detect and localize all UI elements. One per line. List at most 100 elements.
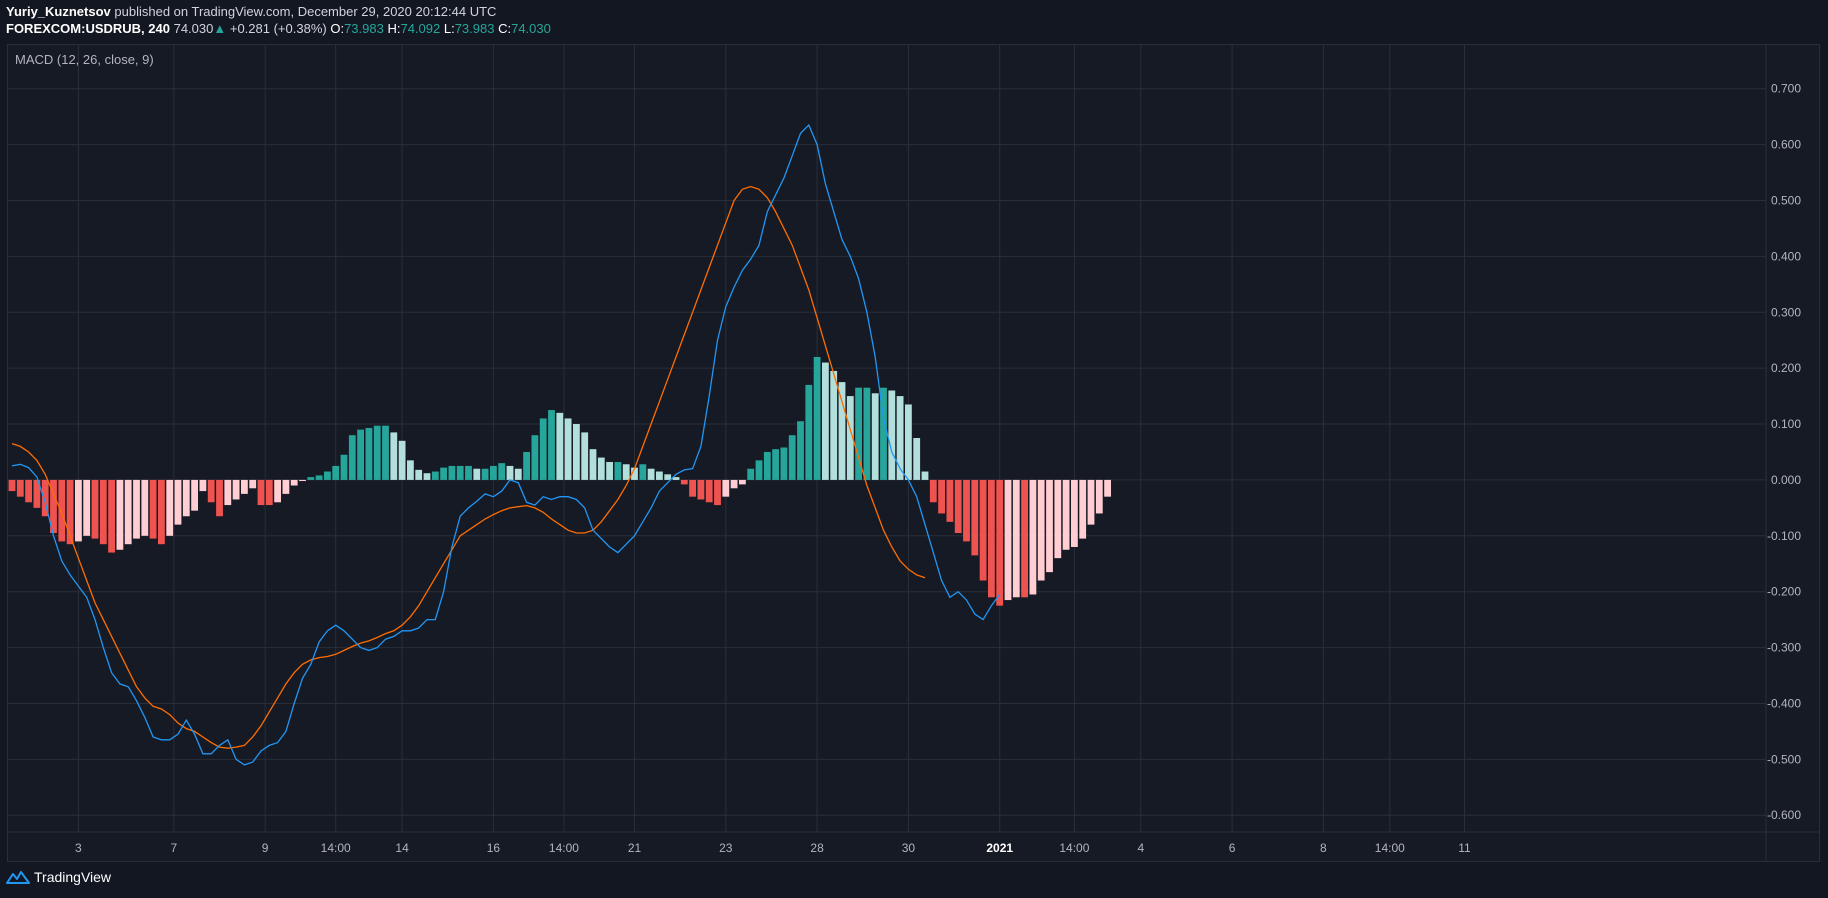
histogram-bar xyxy=(830,370,838,480)
x-tick-label: 23 xyxy=(719,841,733,855)
x-tick-label: 6 xyxy=(1229,841,1236,855)
histogram-bar xyxy=(91,479,99,539)
x-tick-label: 11 xyxy=(1458,841,1471,855)
histogram-bar xyxy=(1095,479,1103,514)
publish-line: Yuriy_Kuznetsov published on TradingView… xyxy=(6,3,551,20)
y-tick-label: -0.100 xyxy=(1767,529,1801,543)
histogram-bar xyxy=(514,468,522,480)
chart-header: Yuriy_Kuznetsov published on TradingView… xyxy=(6,3,551,37)
histogram-bar xyxy=(398,440,406,480)
histogram-bar xyxy=(241,479,248,494)
histogram-bar xyxy=(747,468,755,480)
histogram-bar xyxy=(1062,479,1070,550)
histogram-bar xyxy=(797,421,804,480)
histogram-bar xyxy=(929,479,937,503)
histogram-bar xyxy=(614,462,622,480)
macd-line xyxy=(11,123,1001,766)
histogram-bar xyxy=(307,477,315,480)
histogram-bar xyxy=(863,387,871,480)
histogram-bar xyxy=(1071,479,1078,547)
x-tick-label: 14 xyxy=(395,841,409,855)
histogram-bar xyxy=(108,479,115,553)
histogram-bar xyxy=(548,410,555,480)
histogram-bar xyxy=(730,479,738,489)
histogram-bar xyxy=(415,469,423,480)
y-tick-label: 0.100 xyxy=(1771,417,1801,431)
histogram-bar xyxy=(1054,479,1062,559)
histogram-bar xyxy=(846,396,854,480)
histogram-bar xyxy=(99,479,107,545)
ohlc-line: FOREXCOM:USDRUB, 240 74.030▲ +0.281 (+0.… xyxy=(6,20,551,37)
histogram-bar xyxy=(249,479,257,489)
histogram-bar xyxy=(871,393,879,480)
histogram-bar xyxy=(282,479,290,494)
histogram-bar xyxy=(299,479,306,482)
histogram-bar xyxy=(954,479,962,534)
histogram-bar xyxy=(988,479,995,598)
brand-name: TradingView xyxy=(34,869,112,885)
histogram-bar xyxy=(431,471,439,480)
y-tick-label: 0.200 xyxy=(1771,361,1801,375)
histogram-bar xyxy=(788,435,796,480)
open-label: O: xyxy=(330,21,345,36)
histogram-bar xyxy=(589,449,597,480)
x-tick-label: 8 xyxy=(1320,841,1327,855)
close-label: C: xyxy=(498,21,512,36)
x-tick-label: 14:00 xyxy=(1375,841,1405,855)
histogram-bar xyxy=(315,475,323,480)
histogram-bar xyxy=(498,463,506,480)
y-tick-label: 0.300 xyxy=(1771,305,1801,319)
histogram-bar xyxy=(938,479,945,514)
histogram-bar xyxy=(357,429,364,480)
histogram-bar xyxy=(490,465,497,480)
histogram-bar xyxy=(465,465,472,480)
tradingview-logo-icon xyxy=(6,871,30,884)
histogram-bar xyxy=(672,477,680,480)
histogram-bar xyxy=(539,418,547,480)
histogram-bar xyxy=(822,362,829,480)
x-tick-label: 7 xyxy=(171,841,178,855)
histogram-bar xyxy=(1037,479,1045,581)
x-tick-label: 28 xyxy=(810,841,824,855)
histogram-bar xyxy=(390,432,398,480)
histogram-bar xyxy=(996,479,1004,606)
histogram-bar xyxy=(896,396,904,480)
histogram-bar xyxy=(780,447,788,480)
histogram-bar xyxy=(274,479,281,503)
histogram-bar xyxy=(838,382,846,480)
histogram-bar xyxy=(631,467,638,480)
x-tick-label: 30 xyxy=(902,841,916,855)
signal-line xyxy=(11,185,926,749)
histogram-bar xyxy=(50,479,57,534)
histogram-bar xyxy=(680,479,688,485)
x-tick-label: 3 xyxy=(75,841,82,855)
histogram-bar xyxy=(573,424,580,480)
histogram-bar xyxy=(473,468,481,480)
brand-footer[interactable]: TradingView xyxy=(6,869,111,885)
histogram-bar xyxy=(440,467,447,480)
histogram-bar xyxy=(382,425,389,480)
y-tick-label: 0.400 xyxy=(1771,249,1801,263)
y-tick-label: 0.600 xyxy=(1771,138,1801,152)
histogram-bar xyxy=(290,479,298,486)
open-value: 73.983 xyxy=(344,21,384,36)
indicator-label[interactable]: MACD (12, 26, close, 9) xyxy=(15,52,154,67)
histogram-bar xyxy=(888,390,896,480)
x-tick-label: 2021 xyxy=(986,841,1013,855)
y-tick-label: -0.500 xyxy=(1767,752,1801,766)
symbol-label[interactable]: FOREXCOM:USDRUB, 240 xyxy=(6,21,170,36)
histogram-bar xyxy=(265,479,273,506)
author-name[interactable]: Yuriy_Kuznetsov xyxy=(6,4,111,19)
histogram-bar xyxy=(158,479,165,545)
histogram-bar xyxy=(423,473,431,480)
histogram-bar xyxy=(647,468,655,480)
histogram-bar xyxy=(75,479,82,542)
histogram-bar xyxy=(755,460,763,480)
histogram-bar xyxy=(805,384,813,480)
histogram-bar xyxy=(33,479,41,508)
histogram-bar xyxy=(1021,479,1028,598)
x-tick-label: 4 xyxy=(1137,841,1144,855)
histogram-bar xyxy=(813,356,821,480)
histogram-bar xyxy=(722,479,730,497)
